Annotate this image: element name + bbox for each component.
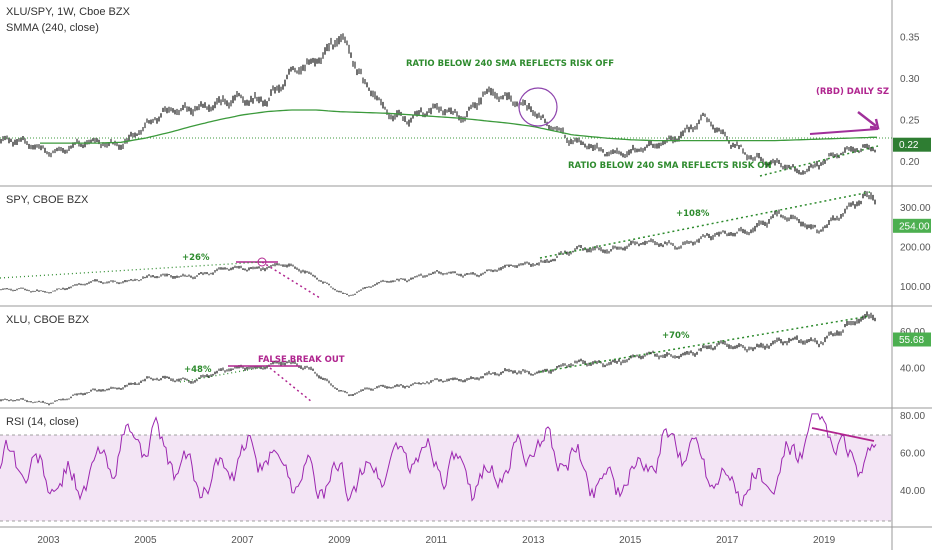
spy-breakdown-dotted[interactable]	[261, 261, 321, 299]
time-axis-label: 2009	[328, 535, 351, 546]
xlu-late-dotted-trend[interactable]	[539, 315, 871, 373]
rsi-line	[0, 413, 877, 507]
spy-pane-title: SPY, CBOE BZX	[6, 194, 89, 206]
annotation-xlu-gain-early: +48%	[184, 365, 212, 375]
ratio-pane-title: XLU/SPY, 1W, Cboe BZX	[6, 6, 130, 18]
rsi-band-fill	[0, 435, 892, 521]
spy-late-dotted-trend[interactable]	[539, 191, 871, 259]
ratio-last-value: 0.22	[899, 140, 919, 151]
time-axis-label: 2015	[619, 535, 642, 546]
ratio-arrow-head	[869, 118, 880, 130]
ratio-indicator-label: SMMA (240, close)	[6, 22, 99, 34]
rsi-axis-tick: 40.00	[900, 486, 925, 497]
ratio-axis-tick: 0.20	[900, 157, 920, 168]
ratio-green-dotted-trendline[interactable]	[759, 145, 879, 177]
ratio-axis-tick: 0.30	[900, 74, 920, 85]
annotation-false-break: FALSE BREAK OUT	[258, 355, 345, 365]
annotation-risk-on: RATIO BELOW 240 SMA REFLECTS RISK ON	[568, 161, 772, 171]
time-axis-label: 2019	[813, 535, 836, 546]
ratio-axis-tick: 0.25	[900, 115, 920, 126]
ratio-arrow-shaft	[857, 111, 877, 127]
xlu-breakdown-dotted[interactable]	[269, 367, 313, 403]
ratio-candles	[0, 33, 876, 175]
annotation-spy-gain-early: +26%	[182, 253, 210, 263]
spy-last-value: 254.00	[899, 221, 930, 232]
xlu-early-dotted-trend[interactable]	[179, 365, 271, 383]
annotation-xlu-gain-late: +70%	[662, 331, 690, 341]
rsi-axis-tick: 80.00	[900, 411, 925, 422]
rsi-axis-tick: 60.00	[900, 449, 925, 460]
ratio-axis-tick: 0.35	[900, 33, 920, 44]
rsi-divergence-line[interactable]	[811, 427, 875, 442]
series-layer	[0, 33, 877, 507]
xlu-last-value-badge	[893, 332, 931, 347]
annotation-spy-gain-late: +108%	[676, 209, 710, 219]
time-axis-label: 2013	[522, 535, 545, 546]
xlu-candles	[0, 311, 876, 406]
spy-axis-tick: 200.00	[900, 243, 931, 254]
spy-last-value-badge	[893, 218, 931, 233]
trend-layer	[0, 87, 892, 442]
spy-axis-tick: 300.00	[900, 203, 931, 214]
axis-layer: 0.35 0.30 0.25 0.20 0.22 300.00 200.00 100.00 25…	[37, 33, 931, 546]
spy-axis-tick: 100.00	[900, 282, 931, 293]
ratio-last-value-badge	[893, 137, 931, 152]
time-axis-label: 2003	[37, 535, 60, 546]
ratio-circle-highlight[interactable]	[518, 87, 558, 127]
smma-240-line	[40, 109, 877, 144]
time-axis-label: 2017	[716, 535, 739, 546]
time-axis-label: 2005	[134, 535, 157, 546]
annotation-risk-off: RATIO BELOW 240 SMA REFLECTS RISK OFF	[406, 59, 614, 69]
xlu-pane-title: XLU, CBOE BZX	[6, 314, 90, 326]
annotation-daily-sz: (RBD) DAILY SZ	[816, 87, 889, 97]
spy-peak-marker	[257, 257, 267, 267]
rsi-pane-title: RSI (14, close)	[6, 416, 79, 428]
xlu-last-value: 55.68	[899, 335, 924, 346]
ratio-purple-trendline[interactable]	[809, 128, 879, 135]
time-axis-label: 2007	[231, 535, 254, 546]
time-axis-label: 2011	[426, 535, 448, 546]
xlu-axis-tick: 40.00	[900, 363, 925, 374]
